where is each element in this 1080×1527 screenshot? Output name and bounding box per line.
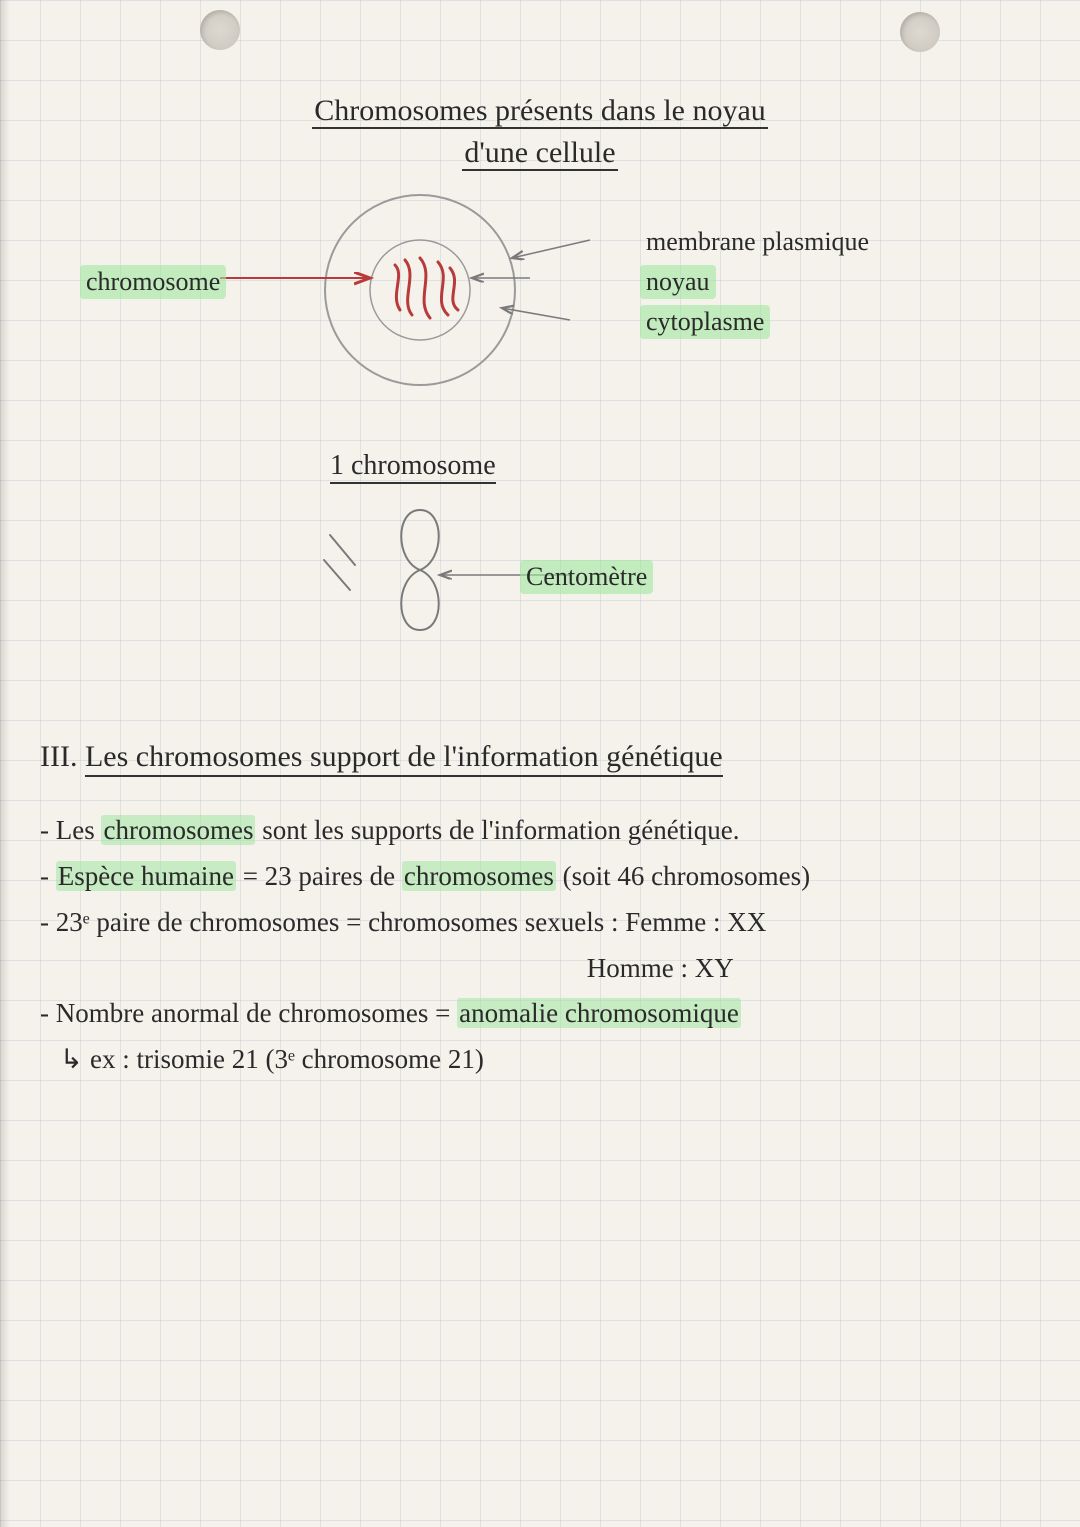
note-text: anomalie chromosomique xyxy=(457,998,741,1028)
section-title: Les chromosomes support de l'information… xyxy=(85,740,723,777)
bullet-dash: - xyxy=(40,861,56,891)
single-chromosome-diagram xyxy=(0,0,1080,720)
note-text: chromosomes xyxy=(402,861,556,891)
note-text: (soit 46 chromosomes) xyxy=(556,861,810,891)
note-text: Les xyxy=(56,815,102,845)
note-line: - Les chromosomes sont les supports de l… xyxy=(40,810,1040,852)
note-line: - 23ᵉ paire de chromosomes = chromosomes… xyxy=(40,902,1040,944)
note-text: ex : trisomie 21 (3ᵉ chromosome 21) xyxy=(90,1044,484,1074)
note-line: - Nombre anormal de chromosomes = anomal… xyxy=(40,993,1040,1035)
note-line: Homme : XY xyxy=(40,948,1040,990)
bullet-dash: - xyxy=(40,907,56,937)
chromatid-mark xyxy=(330,535,355,565)
section-3-heading: III. Les chromosomes support de l'inform… xyxy=(40,740,723,774)
section-numeral: III. xyxy=(40,740,77,773)
note-text: = 23 paires de xyxy=(236,861,402,891)
note-text: 23ᵉ paire de chromosomes = chromosomes s… xyxy=(56,907,767,937)
label-centromere: Centomètre xyxy=(520,560,653,594)
chromosome-shape xyxy=(401,510,439,630)
note-text: Homme : XY xyxy=(40,953,734,983)
bullet-dash: - xyxy=(40,815,56,845)
note-line: - Espèce humaine = 23 paires de chromoso… xyxy=(40,856,1040,898)
chromatid-mark xyxy=(324,560,350,590)
notes-block: - Les chromosomes sont les supports de l… xyxy=(40,810,1040,1085)
note-text: sont les supports de l'information génét… xyxy=(255,815,739,845)
bullet-dash: - xyxy=(40,998,56,1028)
note-text: Espèce humaine xyxy=(56,861,236,891)
note-text: chromosomes xyxy=(101,815,255,845)
note-line: ex : trisomie 21 (3ᵉ chromosome 21) xyxy=(40,1039,1040,1081)
note-text: Nombre anormal de chromosomes = xyxy=(56,998,457,1028)
